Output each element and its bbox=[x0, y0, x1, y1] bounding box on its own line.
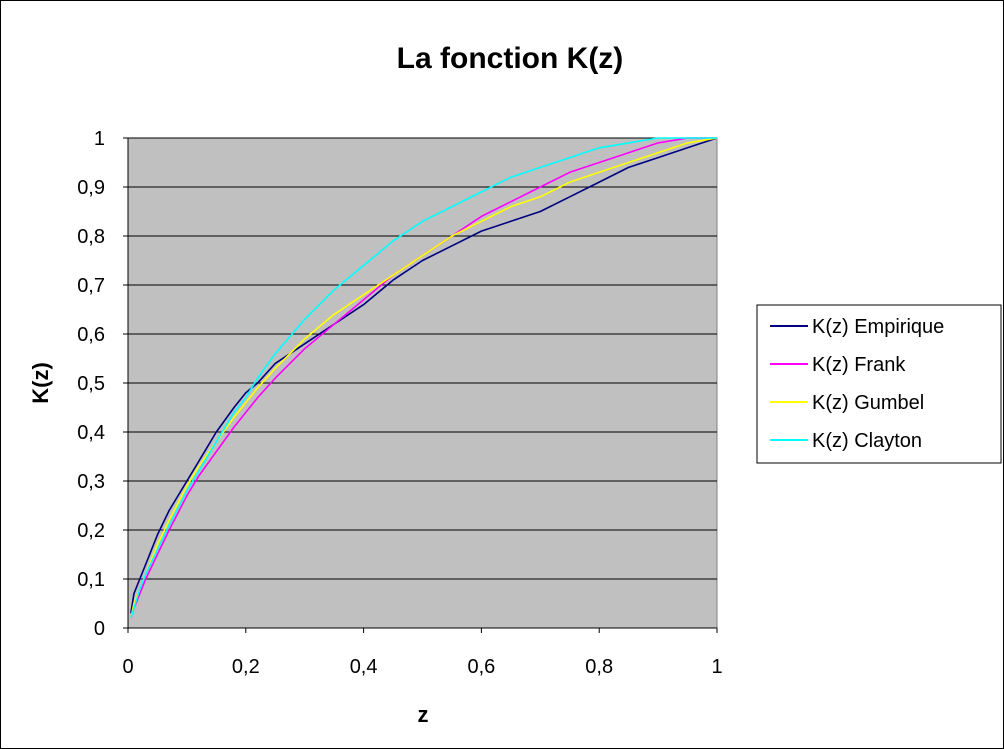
gridlines bbox=[128, 137, 717, 580]
legend-label: K(z) Frank bbox=[812, 354, 906, 376]
y-tick-label: 0,5 bbox=[77, 373, 105, 395]
legend-label: K(z) Gumbel bbox=[812, 392, 924, 414]
legend-label: K(z) Empirique bbox=[812, 316, 944, 338]
y-tick-label: 0,7 bbox=[77, 275, 105, 297]
y-tick-label: 0,3 bbox=[77, 471, 105, 493]
x-ticks: 0 0,2 0,4 0,6 0,8 1 bbox=[122, 628, 723, 678]
x-tick-label: 0 bbox=[122, 656, 133, 678]
x-tick-label: 0,6 bbox=[467, 656, 495, 678]
y-tick-label: 0,9 bbox=[77, 177, 105, 199]
x-tick-label: 0,4 bbox=[350, 656, 378, 678]
y-tick-label: 0 bbox=[94, 618, 105, 640]
chart-title: La fonction K(z) bbox=[397, 42, 624, 75]
legend: K(z) Empirique K(z) Frank K(z) Gumbel K(z) … bbox=[770, 316, 944, 452]
y-tick-label: 0,2 bbox=[77, 520, 105, 542]
x-tick-label: 1 bbox=[711, 656, 722, 678]
y-axis-label: K(z) bbox=[28, 362, 53, 404]
y-ticks: 0 0,1 0,2 0,3 0,4 0,5 0,6 0,7 0,8 0,9 1 bbox=[77, 128, 128, 640]
legend-label: K(z) Clayton bbox=[812, 430, 922, 452]
y-tick-label: 0,4 bbox=[77, 422, 105, 444]
y-tick-label: 0,1 bbox=[77, 569, 105, 591]
x-axis-label: z bbox=[418, 702, 429, 727]
series-line bbox=[130, 137, 718, 614]
x-tick-label: 0,2 bbox=[232, 656, 260, 678]
series-lines bbox=[130, 137, 718, 619]
legend-box bbox=[756, 304, 1002, 464]
x-tick-label: 0,8 bbox=[585, 656, 613, 678]
y-tick-label: 0,6 bbox=[77, 324, 105, 346]
y-tick-label: 1 bbox=[94, 128, 105, 150]
series-line bbox=[130, 137, 717, 619]
series-line bbox=[130, 137, 718, 619]
y-tick-label: 0,8 bbox=[77, 226, 105, 248]
series-line bbox=[130, 137, 717, 619]
